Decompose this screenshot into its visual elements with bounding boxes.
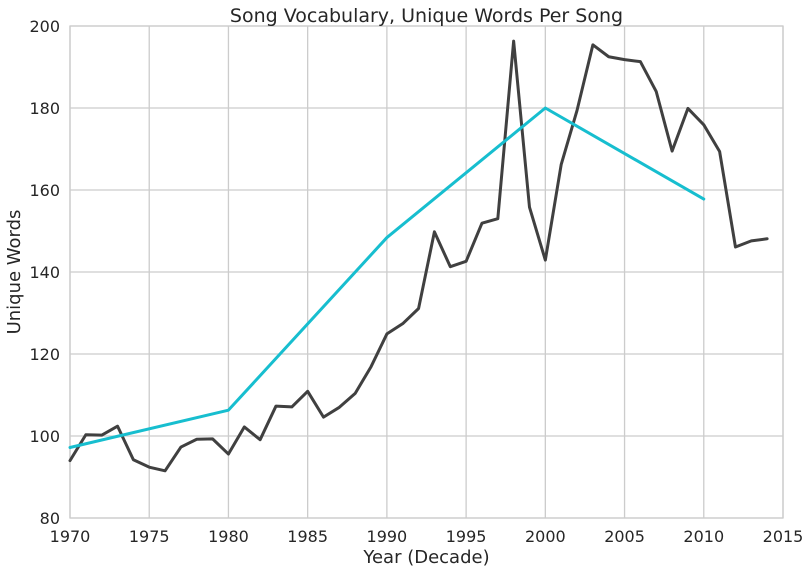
x-tick-label: 2005 [604,527,645,546]
y-tick-label: 200 [29,17,60,36]
x-axis-label: Year (Decade) [362,547,489,568]
x-tick-labels: 1970 1975 1980 1985 1990 1995 2000 2005 2010 2015 [50,527,804,546]
plot-frame [69,25,784,519]
chart-title: Song Vocabulary, Unique Words Per Song [230,5,623,27]
y-tick-labels: 80 100 120 140 160 180 200 [29,17,60,528]
y-tick-label: 140 [29,263,60,282]
x-tick-label: 1995 [446,527,487,546]
series-layer [68,39,769,473]
y-tick-label: 180 [29,99,60,118]
y-tick-label: 80 [40,509,60,528]
y-tick-label: 120 [29,345,60,364]
x-tick-label: 2015 [763,527,804,546]
x-tick-label: 2010 [683,527,724,546]
x-tick-label: 1980 [208,527,249,546]
x-tick-label: 1975 [129,527,170,546]
x-tick-label: 2000 [525,527,566,546]
x-tick-label: 1990 [367,527,408,546]
x-tick-label: 1985 [287,527,328,546]
series-line-2 [68,106,706,449]
y-tick-label: 100 [29,427,60,446]
x-tick-label: 1970 [50,527,91,546]
series-line-1 [68,39,769,473]
y-axis-label: Unique Words [4,210,25,335]
y-tick-label: 160 [29,181,60,200]
